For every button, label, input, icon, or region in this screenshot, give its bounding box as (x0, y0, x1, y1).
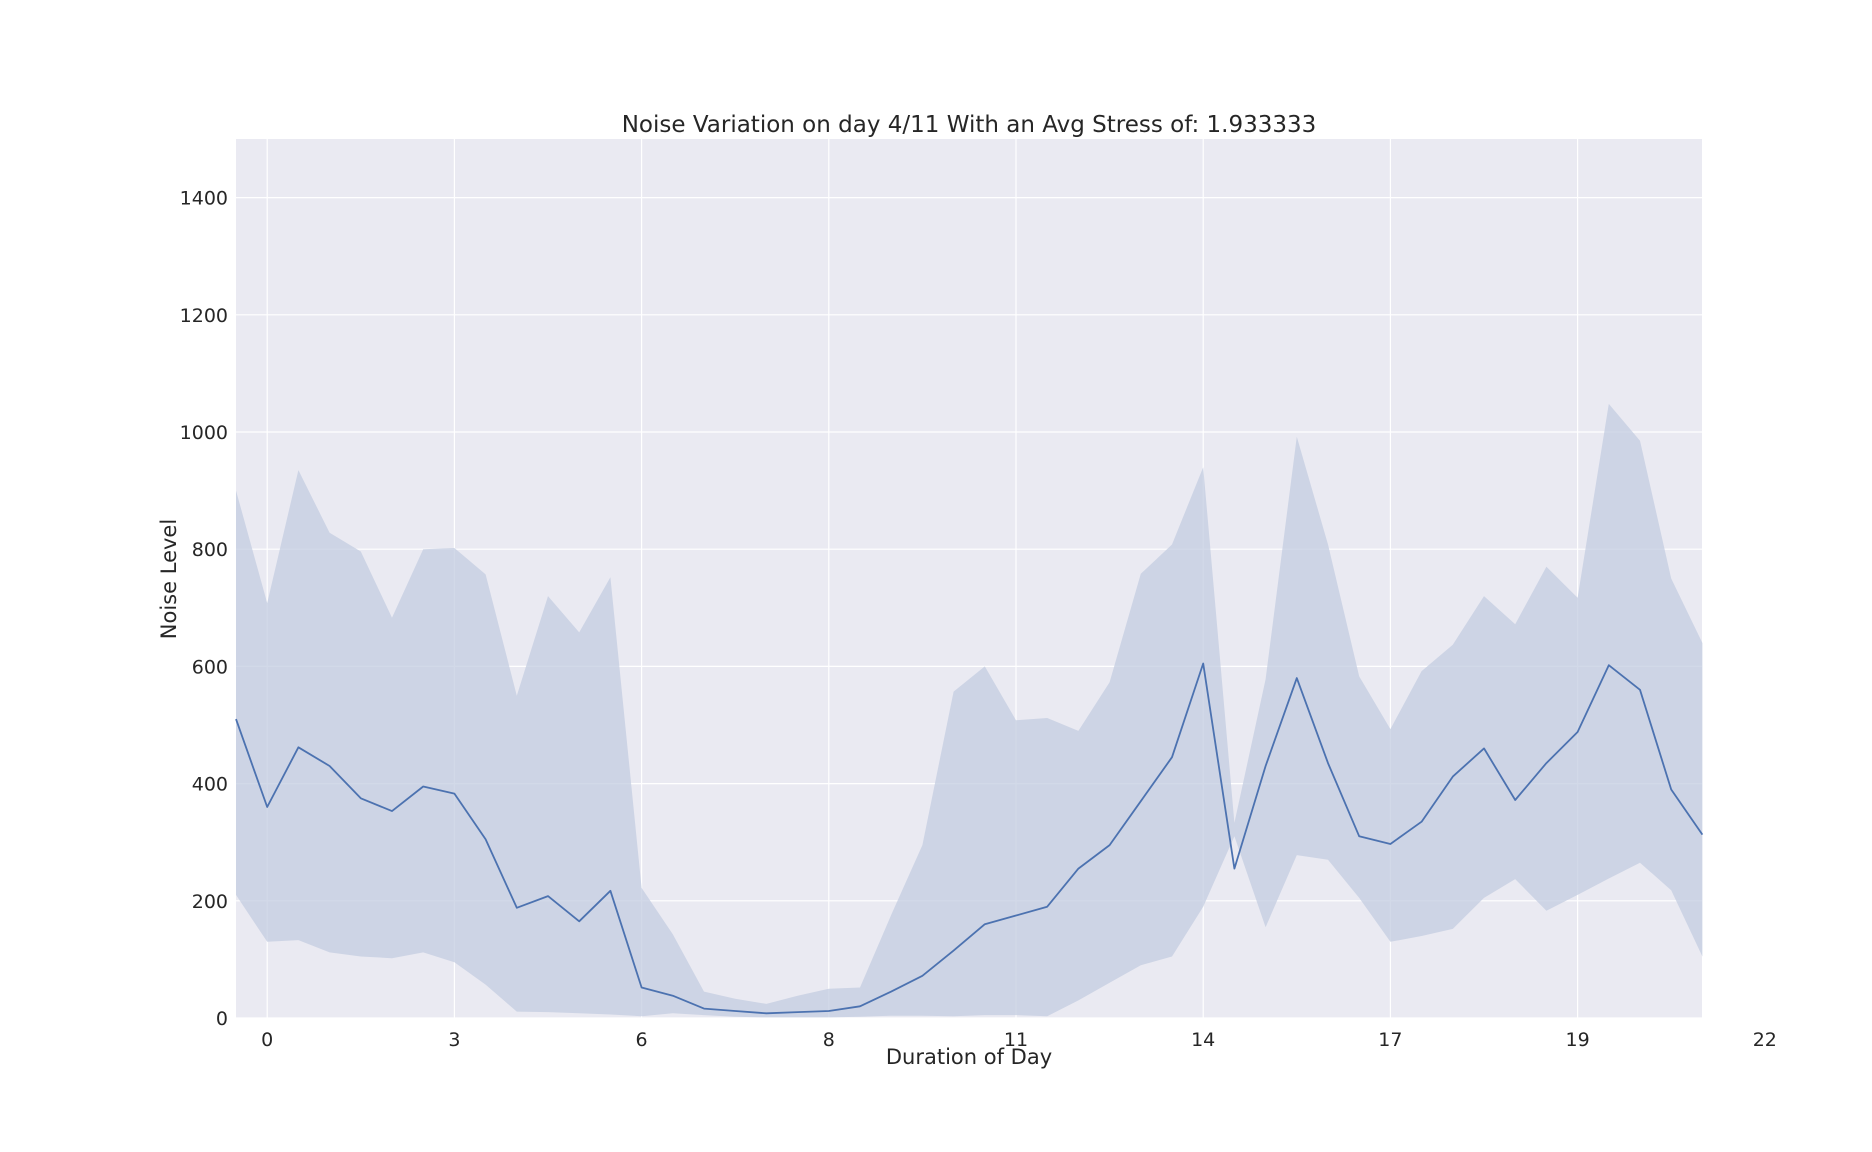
mean-line (235, 662, 1704, 1015)
x-axis-label: Duration of Day (886, 1045, 1052, 1069)
x-tick-label: 6 (636, 1029, 648, 1051)
plot-marks (235, 403, 1704, 1018)
x-tick-label: 3 (448, 1029, 460, 1051)
x-tick-label: 11 (1004, 1029, 1028, 1051)
y-tick-label: 1200 (180, 305, 228, 327)
y-tick-label: 1000 (180, 422, 228, 444)
y-axis-label: Noise Level (157, 519, 181, 639)
x-tick-label: 19 (1566, 1029, 1590, 1051)
y-tick-label: 1400 (180, 188, 228, 210)
y-tick-label: 400 (192, 774, 228, 796)
x-tick-label: 22 (1753, 1029, 1777, 1051)
x-tick-label: 8 (823, 1029, 835, 1051)
x-tick-label: 17 (1378, 1029, 1402, 1051)
y-tick-label: 800 (192, 539, 228, 561)
y-tick-label: 200 (192, 891, 228, 913)
y-tick-label: 600 (192, 656, 228, 678)
y-tick-label: 0 (216, 1008, 228, 1030)
x-tick-label: 14 (1191, 1029, 1215, 1051)
chart-title: Noise Variation on day 4/11 With an Avg … (622, 112, 1317, 138)
tick-labels: 0 200 400 600 800 1000 1200 1400 0 3 6 8 11 14 17 19 22 (180, 188, 1777, 1051)
confidence-band (236, 403, 1703, 1018)
x-tick-label: 0 (261, 1029, 273, 1051)
